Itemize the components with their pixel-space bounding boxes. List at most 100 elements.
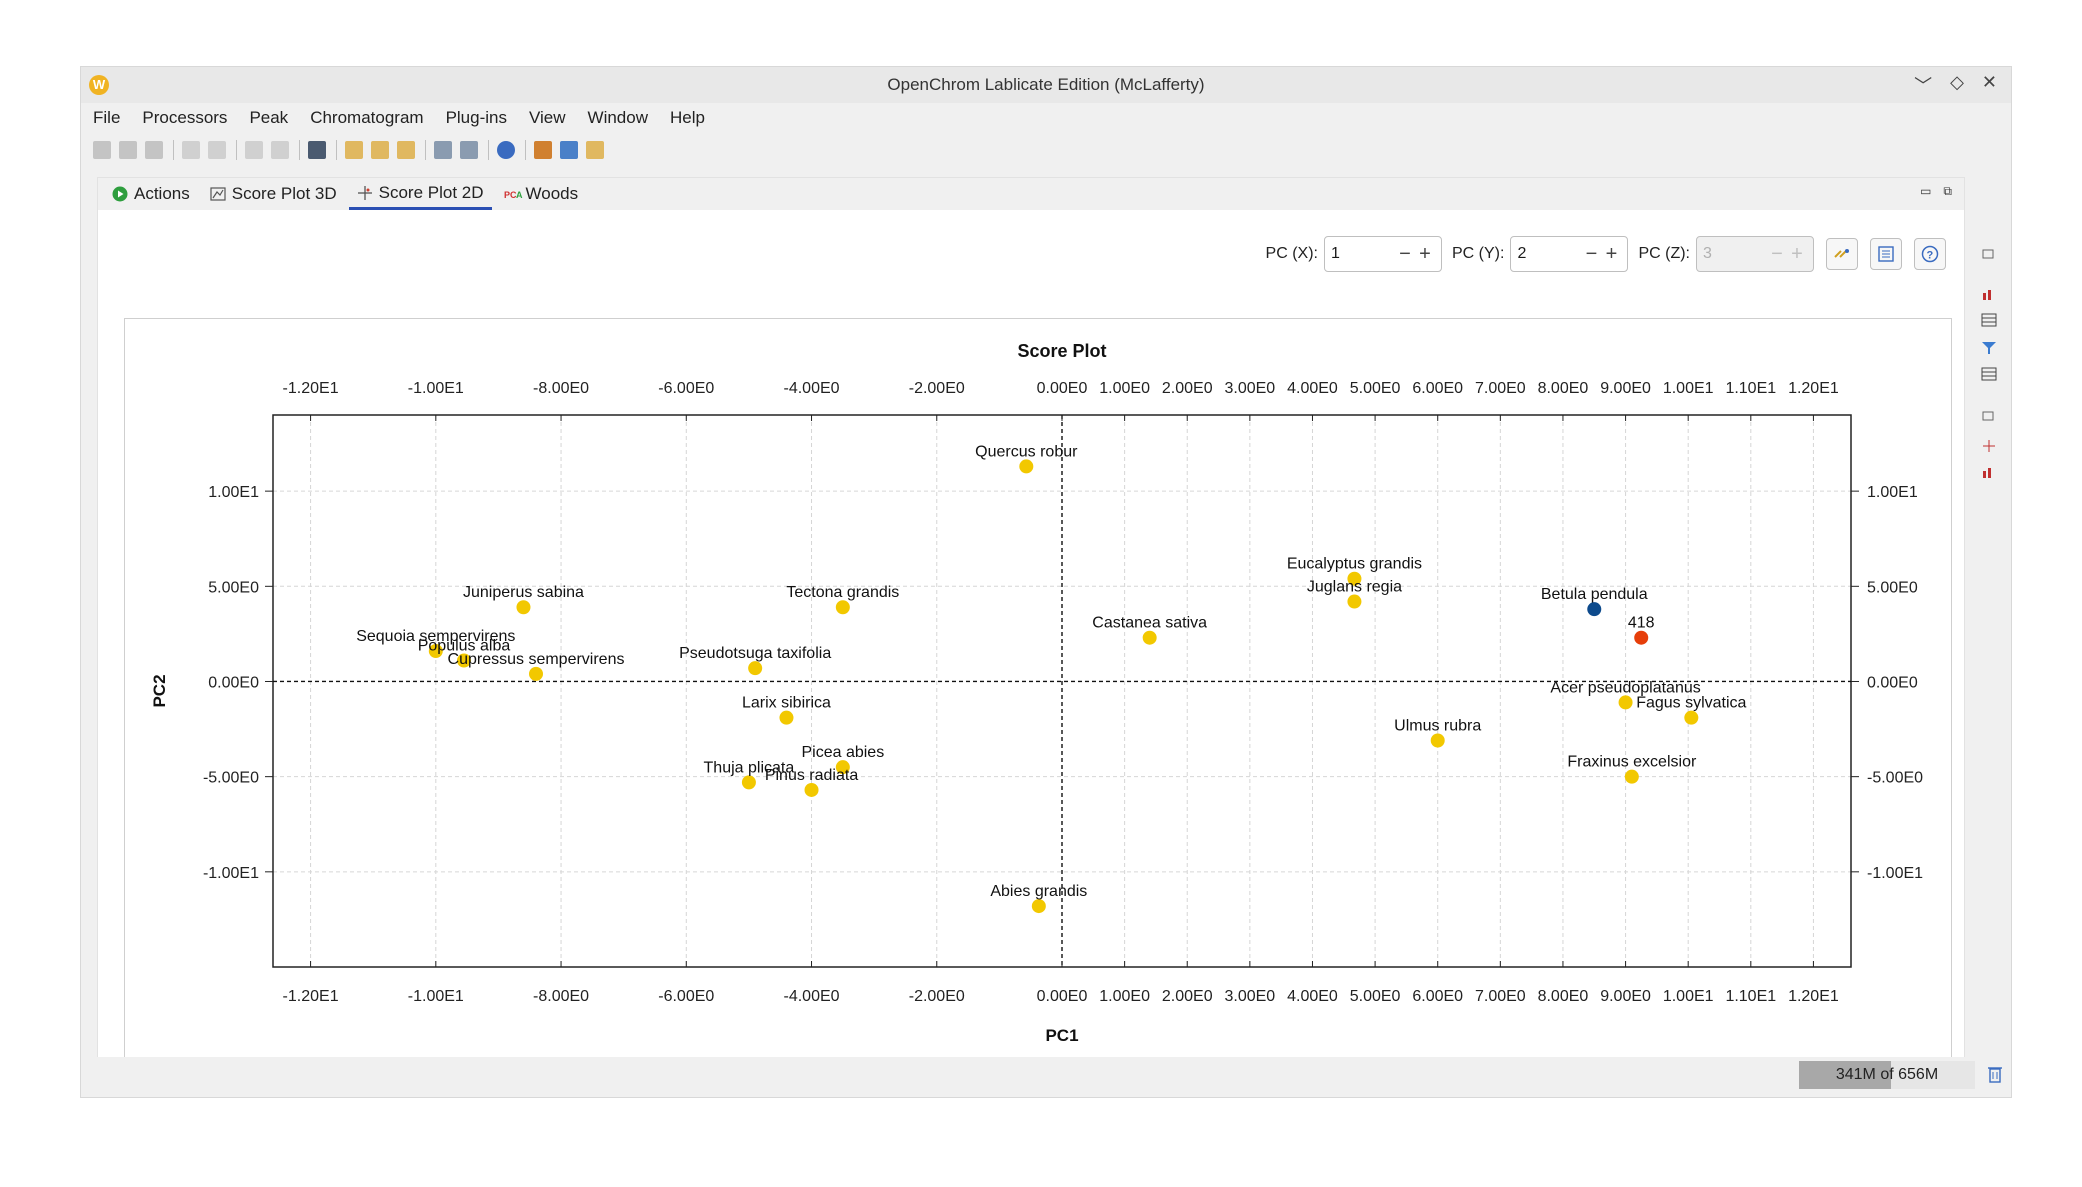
filter-icon[interactable] [1981,341,1997,355]
app-logo-icon: W [89,75,109,95]
info-icon[interactable] [497,141,515,159]
menu-chromatogram[interactable]: Chromatogram [310,108,424,127]
back-icon[interactable] [245,141,263,159]
data-point[interactable] [1430,733,1445,748]
data-point[interactable] [1142,630,1157,645]
crosshair-icon[interactable] [1981,439,1997,453]
pc-y-value[interactable]: 2 [1517,245,1527,262]
axis-ticks: -1.20E1 -1.20E1 -1.00E1 -1.00E1 -8.00E0 -8.00… [203,380,1923,1005]
x-tick-label-bottom: 5.00E0 [1350,988,1401,1005]
layout-icon[interactable] [460,141,478,159]
pc-x-increment-button[interactable]: + [1419,242,1431,265]
tab-score-plot-3d[interactable]: Score Plot 3D [202,180,345,208]
window-title: OpenChrom Lablicate Edition (McLafferty) [887,75,1205,94]
bar-chart-icon[interactable] [1981,287,1997,301]
tab-actions[interactable]: Actions [104,180,198,208]
score-plot-chart[interactable]: -1.20E1 -1.20E1 -1.00E1 -1.00E1 -8.00E0 -8.00… [125,319,1951,1065]
link-icon[interactable] [397,141,415,159]
data-point[interactable] [1634,630,1649,645]
menu-plug-ins[interactable]: Plug-ins [445,108,507,127]
pc-z-value: 3 [1703,245,1712,262]
save-as-icon[interactable] [119,141,137,159]
close-icon[interactable]: ✕ [1981,72,1997,92]
data-point[interactable] [1347,571,1362,586]
forward-icon[interactable] [271,141,289,159]
data-point-label: Quercus robur [975,443,1078,460]
data-point[interactable] [741,775,756,790]
minimize-view-icon[interactable]: ▭ [1920,184,1932,198]
help-button[interactable]: ? [1914,238,1946,270]
data-point[interactable] [804,782,819,797]
user-icon[interactable] [534,141,552,159]
settings-button[interactable] [1870,238,1902,270]
pc-x-spinner[interactable]: 1 − + [1324,236,1442,272]
data-point[interactable] [516,600,531,615]
x-tick-label-top: 8.00E0 [1538,380,1589,397]
data-point[interactable] [835,760,850,775]
data-point-label: Juniperus sabina [463,584,584,601]
x-tick-label-top: -4.00E0 [784,380,840,397]
redo-icon[interactable] [208,141,226,159]
x-tick-label-top: 2.00E0 [1162,380,1213,397]
restore-view-icon[interactable] [1981,409,1997,423]
undo-icon[interactable] [182,141,200,159]
tab-woods[interactable]: PC A Woods [496,180,587,208]
open-editor-icon[interactable] [345,141,363,159]
memory-indicator[interactable]: 341M of 656M [1799,1061,1975,1089]
svg-text:?: ? [1927,250,1934,262]
data-point[interactable] [1684,710,1699,725]
save-icon[interactable] [93,141,111,159]
x-tick-label-top: -2.00E0 [909,380,965,397]
pc-x-value[interactable]: 1 [1331,245,1340,262]
save-all-icon[interactable] [145,141,163,159]
search-icon[interactable] [434,141,452,159]
data-point[interactable] [1624,769,1639,784]
bar-chart-icon[interactable] [1981,465,1997,479]
minimize-icon[interactable]: ﹀ [1914,76,1933,96]
data-point[interactable] [1587,602,1602,617]
main-toolbar [81,135,2011,165]
report-icon[interactable] [586,141,604,159]
pc-y-decrement-button[interactable]: − [1585,242,1598,265]
table-icon[interactable] [1981,313,1997,327]
data-point[interactable] [456,653,471,668]
data-point[interactable] [1347,594,1362,609]
restore-view-icon[interactable] [1981,247,1997,261]
menu-peak[interactable]: Peak [249,108,289,127]
pc-y-increment-button[interactable]: + [1605,242,1618,265]
table-icon[interactable] [1981,367,1997,381]
menu-file[interactable]: File [93,108,121,127]
tab-score-plot-2d[interactable]: Score Plot 2D [348,179,492,210]
x-tick-label-bottom: 0.00E0 [1037,988,1088,1005]
svg-text:PC: PC [504,190,517,200]
data-point[interactable] [835,600,850,615]
menu-processors[interactable]: Processors [142,108,228,127]
x-tick-label-top: -1.00E1 [408,380,464,397]
menu-help[interactable]: Help [670,108,705,127]
x-tick-label-bottom: -1.00E1 [408,988,464,1005]
pc-y-spinner[interactable]: 2 − + [1510,236,1629,272]
y-axis-title: PC2 [150,674,169,707]
maximize-view-icon[interactable]: ⧉ [1943,184,1952,198]
data-point[interactable] [1618,695,1633,710]
data-point[interactable] [428,644,443,659]
menu-view[interactable]: View [528,108,566,127]
link-button[interactable] [1826,238,1858,270]
camera-icon[interactable] [308,141,326,159]
transfer-icon[interactable] [560,141,578,159]
data-point[interactable] [779,710,794,725]
y-tick-label-right: 1.00E1 [1867,484,1918,501]
data-point[interactable] [1031,899,1046,914]
data-point[interactable] [1019,459,1034,474]
pc-x-decrement-button[interactable]: − [1399,242,1411,265]
menu-window[interactable]: Window [587,108,648,127]
title-bar: W OpenChrom Lablicate Edition (McLaffert… [81,67,2011,103]
trash-icon[interactable] [1987,1064,2003,1084]
restore-icon[interactable]: ◇ [1950,72,1964,92]
svg-text:A: A [516,190,523,200]
x-tick-label-top: 5.00E0 [1350,380,1401,397]
new-window-icon[interactable] [371,141,389,159]
data-point[interactable] [748,661,763,676]
x-tick-label-bottom: -8.00E0 [533,988,589,1005]
data-point[interactable] [529,666,543,681]
